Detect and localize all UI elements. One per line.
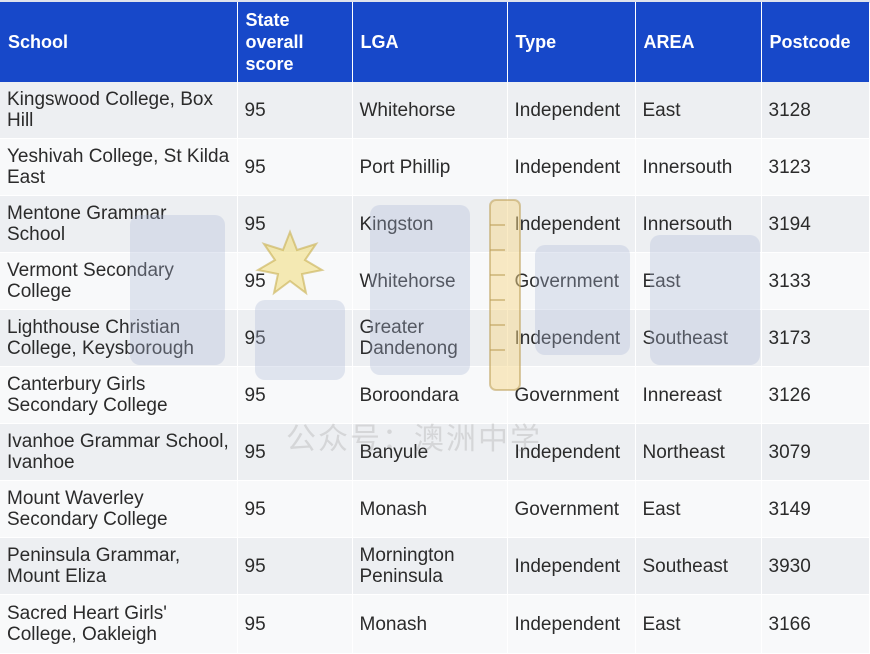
lga-cell: Port Phillip: [352, 138, 508, 196]
school-cell: Vermont Secondary College: [0, 252, 238, 310]
column-header-lga: LGA: [352, 2, 508, 82]
column-header-school: School: [0, 2, 238, 82]
type-cell: Independent: [507, 195, 636, 253]
column-header-area: AREA: [635, 2, 762, 82]
lga-cell: Monash: [352, 594, 508, 654]
postcode-cell: 3123: [761, 138, 869, 196]
column-header-postcode: Postcode: [761, 2, 869, 82]
postcode-cell: 3128: [761, 82, 869, 139]
postcode-cell: 3079: [761, 423, 869, 481]
area-cell: Innereast: [635, 366, 762, 424]
lga-cell: Boroondara: [352, 366, 508, 424]
score-cell: 95: [237, 252, 353, 310]
school-cell: Yeshivah College, St Kilda East: [0, 138, 238, 196]
table-row: Ivanhoe Grammar School, Ivanhoe 95 Banyu…: [0, 423, 869, 481]
school-cell: Lighthouse Christian College, Keysboroug…: [0, 309, 238, 367]
area-cell: Innersouth: [635, 195, 762, 253]
table-row: Kingswood College, Box Hill 95 Whitehors…: [0, 82, 869, 139]
score-cell: 95: [237, 309, 353, 367]
lga-cell: Whitehorse: [352, 82, 508, 139]
area-cell: Innersouth: [635, 138, 762, 196]
school-cell: Mount Waverley Secondary College: [0, 480, 238, 538]
lga-cell: Kingston: [352, 195, 508, 253]
score-cell: 95: [237, 480, 353, 538]
table-row: Peninsula Grammar, Mount Eliza 95 Mornin…: [0, 537, 869, 595]
table-row: Mentone Grammar School 95 Kingston Indep…: [0, 195, 869, 253]
postcode-cell: 3173: [761, 309, 869, 367]
score-cell: 95: [237, 82, 353, 139]
type-cell: Independent: [507, 594, 636, 654]
area-cell: Southeast: [635, 537, 762, 595]
table-header: School State overall score LGA Type AREA…: [0, 2, 869, 82]
type-cell: Government: [507, 480, 636, 538]
type-cell: Independent: [507, 423, 636, 481]
table-row: Yeshivah College, St Kilda East 95 Port …: [0, 138, 869, 196]
area-cell: East: [635, 480, 762, 538]
school-cell: Kingswood College, Box Hill: [0, 82, 238, 139]
area-cell: East: [635, 594, 762, 654]
school-cell: Canterbury Girls Secondary College: [0, 366, 238, 424]
area-cell: Northeast: [635, 423, 762, 481]
area-cell: Southeast: [635, 309, 762, 367]
top-edge-strip: [0, 0, 870, 3]
lga-cell: Mornington Peninsula: [352, 537, 508, 595]
postcode-cell: 3133: [761, 252, 869, 310]
table-row: Lighthouse Christian College, Keysboroug…: [0, 309, 869, 367]
postcode-cell: 3166: [761, 594, 869, 654]
score-cell: 95: [237, 537, 353, 595]
type-cell: Independent: [507, 138, 636, 196]
column-header-type: Type: [507, 2, 636, 82]
area-cell: East: [635, 252, 762, 310]
score-cell: 95: [237, 423, 353, 481]
type-cell: Government: [507, 366, 636, 424]
table-row: Sacred Heart Girls' College, Oakleigh 95…: [0, 594, 869, 654]
table-body: Kingswood College, Box Hill 95 Whitehors…: [0, 82, 869, 654]
score-cell: 95: [237, 594, 353, 654]
school-cell: Mentone Grammar School: [0, 195, 238, 253]
header-row: School State overall score LGA Type AREA…: [0, 2, 869, 82]
type-cell: Government: [507, 252, 636, 310]
postcode-cell: 3930: [761, 537, 869, 595]
table-row: Vermont Secondary College 95 Whitehorse …: [0, 252, 869, 310]
column-header-state-overall-score: State overall score: [237, 2, 353, 82]
table-row: Mount Waverley Secondary College 95 Mona…: [0, 480, 869, 538]
score-cell: 95: [237, 195, 353, 253]
postcode-cell: 3149: [761, 480, 869, 538]
type-cell: Independent: [507, 82, 636, 139]
postcode-cell: 3194: [761, 195, 869, 253]
lga-cell: Whitehorse: [352, 252, 508, 310]
lga-cell: Banyule: [352, 423, 508, 481]
type-cell: Independent: [507, 537, 636, 595]
school-cell: Sacred Heart Girls' College, Oakleigh: [0, 594, 238, 654]
school-cell: Peninsula Grammar, Mount Eliza: [0, 537, 238, 595]
type-cell: Independent: [507, 309, 636, 367]
table-row: Canterbury Girls Secondary College 95 Bo…: [0, 366, 869, 424]
lga-cell: Monash: [352, 480, 508, 538]
school-cell: Ivanhoe Grammar School, Ivanhoe: [0, 423, 238, 481]
lga-cell: Greater Dandenong: [352, 309, 508, 367]
postcode-cell: 3126: [761, 366, 869, 424]
area-cell: East: [635, 82, 762, 139]
score-cell: 95: [237, 366, 353, 424]
score-cell: 95: [237, 138, 353, 196]
